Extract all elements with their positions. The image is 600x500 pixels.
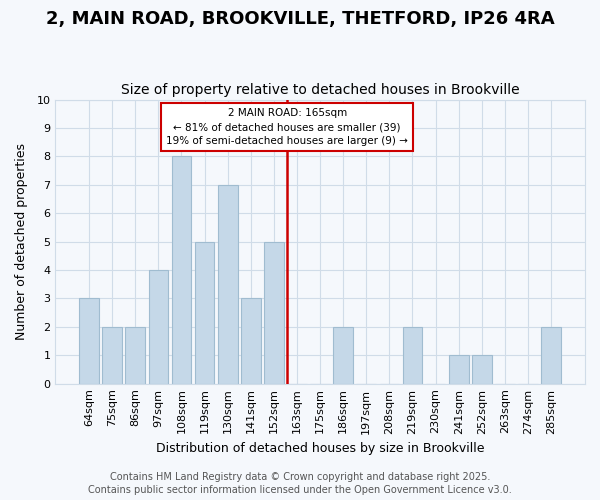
Text: 2, MAIN ROAD, BROOKVILLE, THETFORD, IP26 4RA: 2, MAIN ROAD, BROOKVILLE, THETFORD, IP26… (46, 10, 554, 28)
Bar (241, 298, 260, 384)
Bar (449, 356, 469, 384)
Bar (403, 327, 422, 384)
Bar (149, 270, 168, 384)
Bar (103, 327, 122, 384)
Title: Size of property relative to detached houses in Brookville: Size of property relative to detached ho… (121, 83, 520, 97)
Bar (541, 327, 561, 384)
Bar (264, 242, 284, 384)
Bar (172, 156, 191, 384)
Text: Contains HM Land Registry data © Crown copyright and database right 2025.
Contai: Contains HM Land Registry data © Crown c… (88, 472, 512, 495)
Bar (79, 298, 99, 384)
Bar (125, 327, 145, 384)
Text: 2 MAIN ROAD: 165sqm
← 81% of detached houses are smaller (39)
19% of semi-detach: 2 MAIN ROAD: 165sqm ← 81% of detached ho… (166, 108, 408, 146)
Bar (195, 242, 214, 384)
X-axis label: Distribution of detached houses by size in Brookville: Distribution of detached houses by size … (156, 442, 484, 455)
Bar (472, 356, 491, 384)
Bar (334, 327, 353, 384)
Bar (218, 185, 238, 384)
Y-axis label: Number of detached properties: Number of detached properties (15, 143, 28, 340)
